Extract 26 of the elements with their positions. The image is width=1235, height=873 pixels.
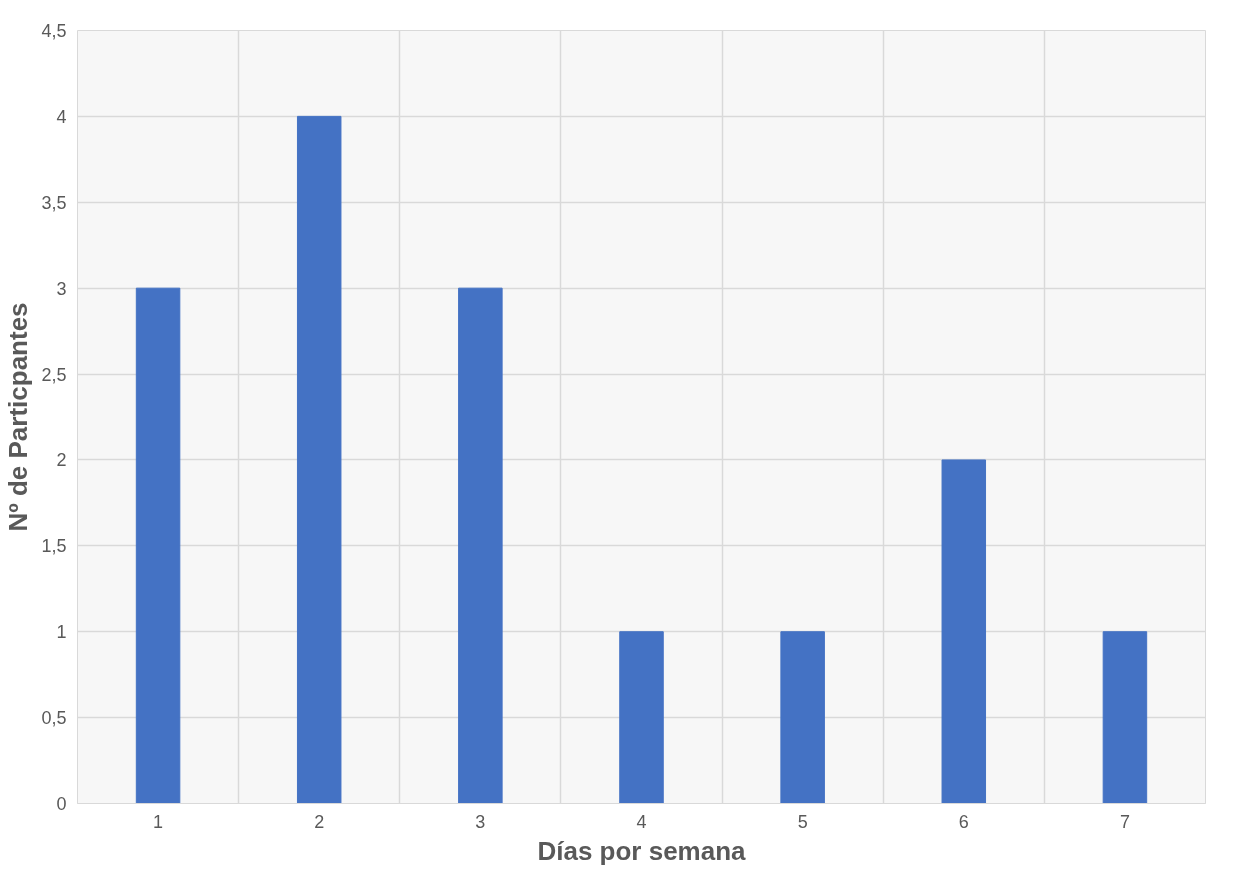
x-axis-title: Días por semana	[537, 835, 747, 866]
x-tick-label: 7	[1119, 811, 1130, 832]
x-tick-label: 5	[797, 811, 808, 832]
x-tick-label: 6	[958, 811, 969, 832]
bar	[619, 631, 664, 804]
bar	[296, 115, 342, 804]
y-tick-label: 2,5	[41, 364, 67, 385]
x-tick-label: 4	[636, 811, 647, 832]
bar	[780, 631, 825, 804]
bar	[1102, 631, 1148, 804]
y-tick-label: 0,5	[41, 708, 67, 729]
y-tick-label: 1,5	[41, 536, 67, 557]
y-tick-label: 1	[56, 622, 67, 643]
x-tick-label: 3	[475, 811, 486, 832]
y-tick-label: 0	[56, 794, 67, 814]
bar	[135, 287, 181, 804]
y-tick-label: 3	[56, 278, 67, 299]
bar	[941, 459, 987, 804]
y-tick-label: 2	[56, 450, 67, 471]
y-tick-label: 4	[56, 106, 67, 127]
x-tick-label: 2	[314, 811, 325, 832]
bar	[458, 287, 503, 804]
y-tick-label: 4,5	[41, 21, 67, 41]
x-tick-label: 1	[153, 811, 164, 832]
y-tick-label: 3,5	[41, 192, 67, 213]
y-axis-title: Nº de Particpantes	[3, 302, 34, 532]
